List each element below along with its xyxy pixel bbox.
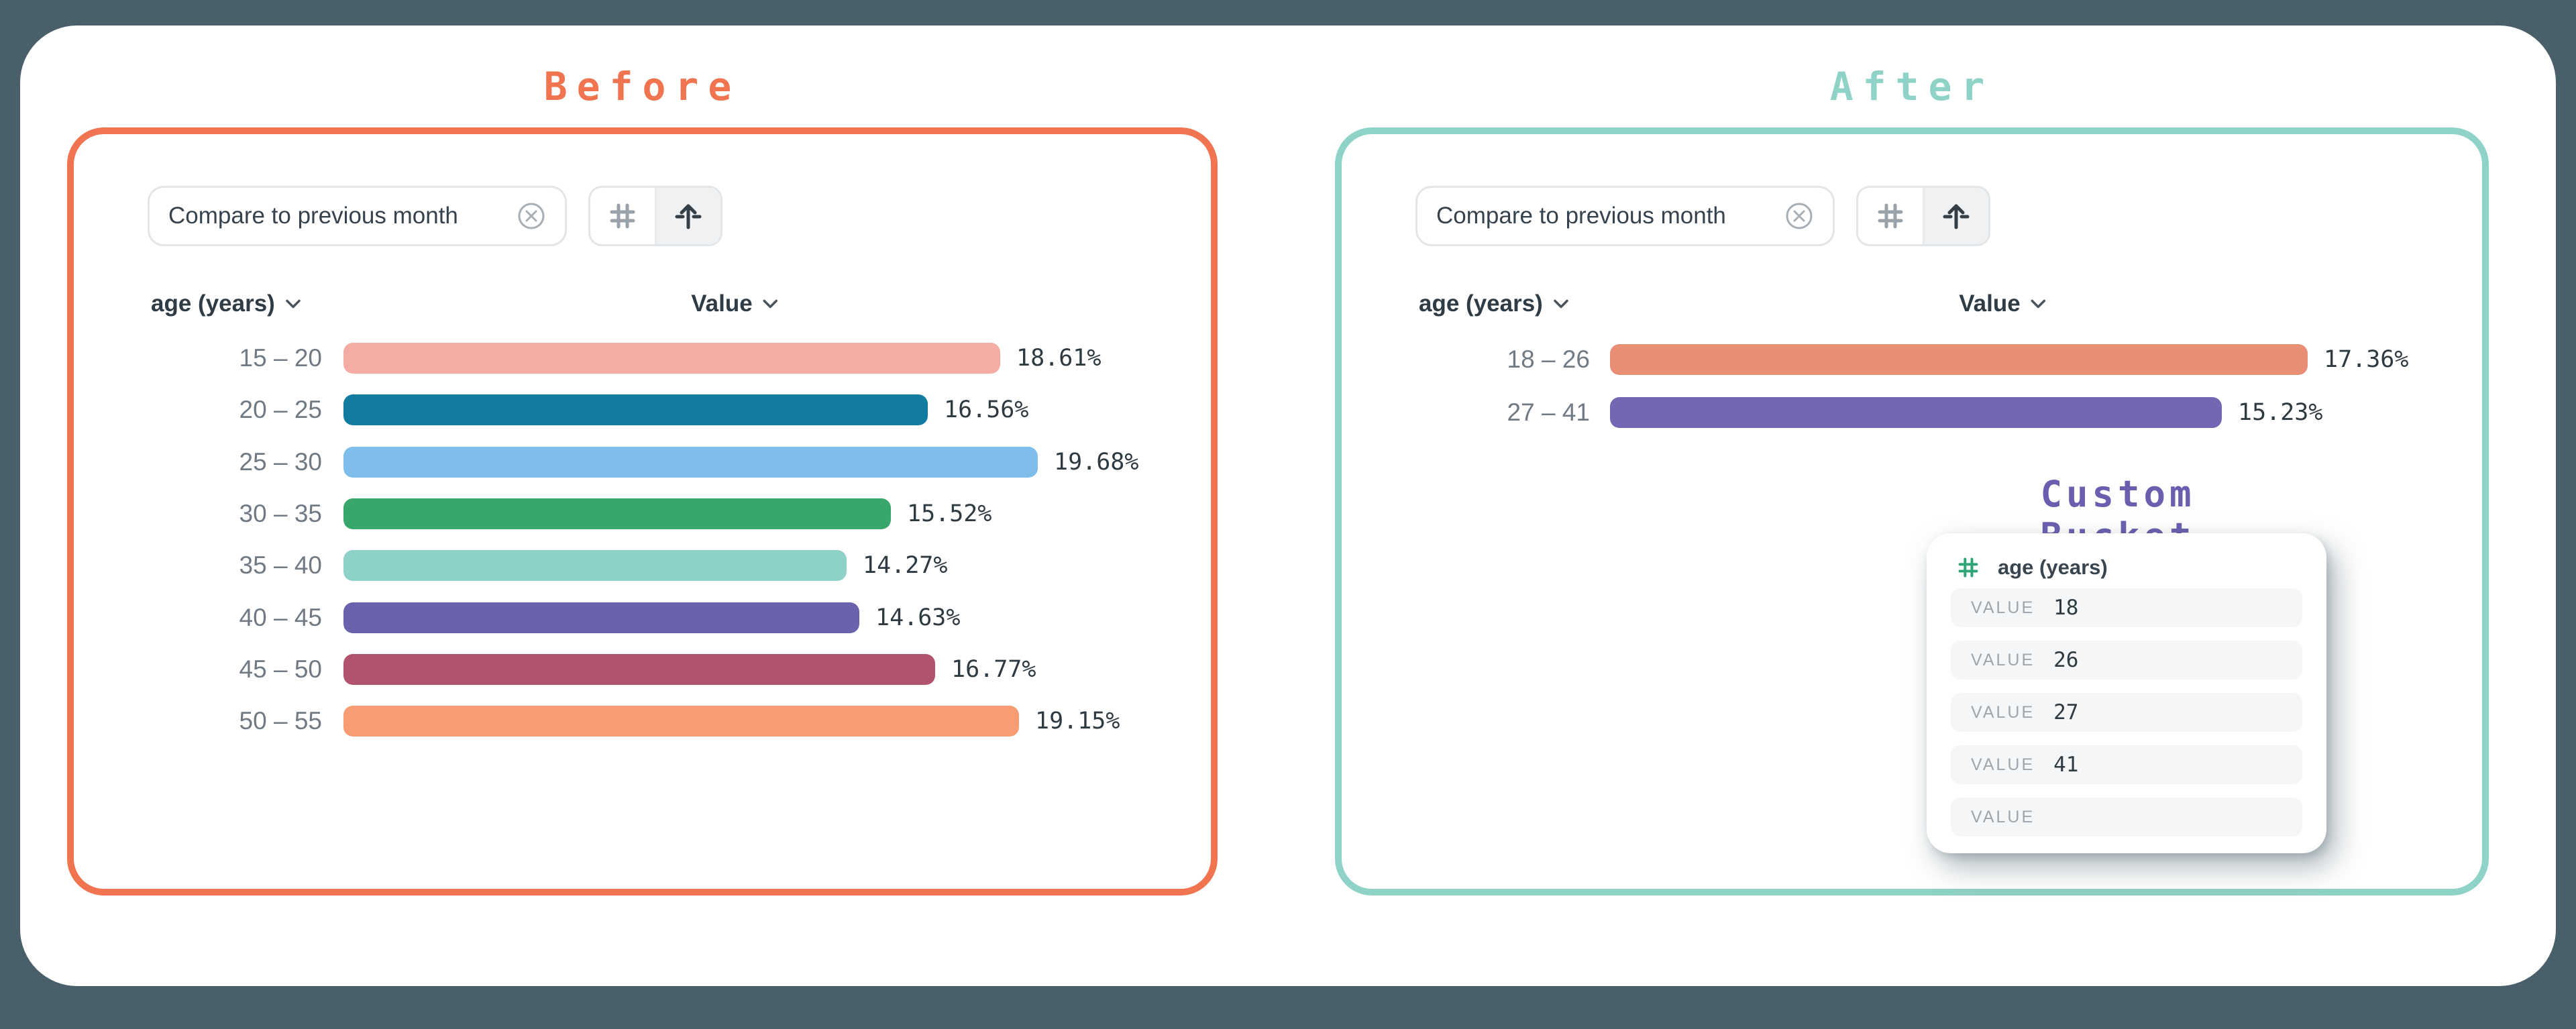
bar[interactable]: [343, 447, 1038, 478]
bar-value-label: 15.23%: [2238, 399, 2323, 426]
bar-value-label: 19.68%: [1054, 449, 1139, 476]
bar[interactable]: [343, 602, 859, 633]
chart-row: 30 – 35 15.52%: [74, 498, 1211, 529]
value-column-label: Value: [691, 290, 753, 317]
custom-bucket-popup: age (years) VALUE 18 VALUE 26 VALUE 27 VALUE 41…: [1927, 533, 2326, 853]
bar-value-label: 19.15%: [1035, 708, 1120, 735]
dimension-column-label: age (years): [151, 290, 275, 317]
compare-filter-chip-label: Compare to previous month: [1436, 203, 1726, 229]
chevron-down-icon: [2031, 299, 2046, 309]
value-field-label: VALUE: [1971, 755, 2035, 774]
numeric-grid-button[interactable]: [590, 188, 655, 244]
display-mode-toggle: [588, 186, 722, 246]
bar-value-label: 17.36%: [2324, 346, 2409, 373]
bucket-value-input[interactable]: VALUE 18: [1951, 588, 2302, 627]
dimension-column-header[interactable]: age (years): [1419, 290, 1568, 317]
chart-row: 25 – 30 19.68%: [74, 447, 1211, 478]
bar-value-label: 15.52%: [907, 500, 992, 527]
value-field-label: VALUE: [1971, 702, 2035, 722]
chart-row: 20 – 25 16.56%: [74, 394, 1211, 425]
chevron-down-icon: [286, 299, 301, 309]
bar[interactable]: [343, 343, 1000, 374]
bucket-range-label: 15 – 20: [239, 344, 322, 372]
numeric-grid-button[interactable]: [1858, 188, 1923, 244]
value-field-label: VALUE: [1971, 807, 2035, 826]
chart-row: 35 – 40 14.27%: [74, 550, 1211, 581]
custom-bucket-field: age (years): [1956, 551, 2108, 584]
compare-filter-chip[interactable]: Compare to previous month: [148, 186, 567, 246]
before-title: Before: [543, 64, 741, 109]
dimension-column-header[interactable]: age (years): [151, 290, 301, 317]
bucket-range-label: 27 – 41: [1507, 398, 1590, 426]
dimension-column-label: age (years): [1419, 290, 1543, 317]
compare-filter-chip-label: Compare to previous month: [168, 203, 458, 229]
chart-row: 18 – 26 17.36%: [1342, 344, 2482, 375]
arrow-up-icon: [673, 201, 704, 231]
value-column-header[interactable]: Value: [691, 290, 778, 317]
bucket-range-label: 35 – 40: [239, 551, 322, 579]
bar-value-label: 14.63%: [875, 604, 961, 631]
bar-value-label: 16.77%: [951, 656, 1036, 683]
number-property-icon: [1956, 555, 1980, 580]
bucket-range-label: 20 – 25: [239, 396, 322, 423]
value-field-number: 18: [2053, 596, 2079, 620]
chart-row: 27 – 41 15.23%: [1342, 397, 2482, 428]
bucket-value-input[interactable]: VALUE: [1951, 798, 2302, 836]
bucket-range-label: 18 – 26: [1507, 345, 1590, 373]
bar-value-label: 14.27%: [863, 552, 948, 579]
bucket-value-input[interactable]: VALUE 41: [1951, 745, 2302, 784]
custom-bucket-field-label: age (years): [1998, 555, 2108, 579]
bar-value-label: 18.61%: [1016, 345, 1102, 372]
bar[interactable]: [343, 550, 847, 581]
bucket-range-label: 40 – 45: [239, 604, 322, 631]
bar[interactable]: [343, 394, 928, 425]
bar-value-label: 16.56%: [944, 396, 1029, 423]
bar[interactable]: [343, 706, 1019, 737]
bar[interactable]: [343, 498, 891, 529]
value-field-label: VALUE: [1971, 598, 2035, 617]
sort-ascending-button[interactable]: [654, 188, 720, 244]
chevron-down-icon: [1554, 299, 1568, 309]
chart-row: 45 – 50 16.77%: [74, 654, 1211, 685]
after-panel: Compare to previous month: [1335, 127, 2489, 896]
after-title: After: [1829, 64, 1994, 109]
bar[interactable]: [1610, 397, 2222, 428]
value-field-number: 41: [2053, 753, 2079, 777]
grid-icon: [607, 201, 638, 231]
bar[interactable]: [343, 654, 935, 685]
value-field-number: 27: [2053, 700, 2079, 724]
display-mode-toggle: [1856, 186, 1990, 246]
grid-icon: [1875, 201, 1906, 231]
chevron-down-icon: [763, 299, 778, 309]
compare-filter-chip[interactable]: Compare to previous month: [1415, 186, 1835, 246]
remove-filter-icon[interactable]: [1784, 201, 1814, 231]
bar[interactable]: [1610, 344, 2308, 375]
remove-filter-icon[interactable]: [517, 201, 546, 231]
bucket-value-input[interactable]: VALUE 27: [1951, 693, 2302, 732]
value-column-label: Value: [1959, 290, 2021, 317]
bucket-range-label: 30 – 35: [239, 500, 322, 527]
chart-row: 40 – 45 14.63%: [74, 602, 1211, 633]
sort-ascending-button[interactable]: [1922, 188, 1988, 244]
bucket-range-label: 45 – 50: [239, 655, 322, 683]
bucket-range-label: 25 – 30: [239, 448, 322, 476]
value-field-label: VALUE: [1971, 650, 2035, 669]
value-field-number: 26: [2053, 648, 2079, 672]
bucket-value-input[interactable]: VALUE 26: [1951, 641, 2302, 680]
value-column-header[interactable]: Value: [1959, 290, 2046, 317]
chart-row: 50 – 55 19.15%: [74, 706, 1211, 737]
chart-row: 15 – 20 18.61%: [74, 343, 1211, 374]
bucket-range-label: 50 – 55: [239, 707, 322, 735]
arrow-up-icon: [1941, 201, 1972, 231]
before-panel: Compare to previous month: [67, 127, 1218, 896]
